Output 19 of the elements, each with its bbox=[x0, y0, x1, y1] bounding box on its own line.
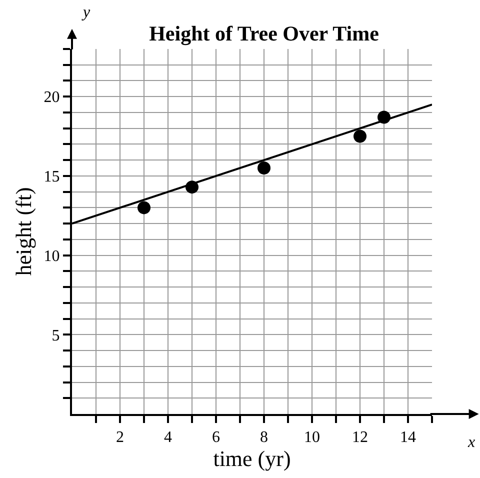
point bbox=[354, 130, 366, 143]
x-tick-label: 10 bbox=[304, 429, 320, 446]
point bbox=[258, 162, 270, 175]
y-tick-label: 15 bbox=[44, 168, 60, 186]
x-tick-label: 8 bbox=[260, 429, 268, 446]
text: y bbox=[81, 4, 91, 21]
x-tick-label: 12 bbox=[352, 429, 368, 446]
y-axis-title: height (ft) bbox=[11, 187, 36, 276]
x-tick-label: 2 bbox=[116, 429, 124, 446]
x-tick-label: 6 bbox=[212, 429, 220, 446]
y-tick-label: 20 bbox=[44, 89, 60, 106]
x-tick-label: 4 bbox=[164, 429, 172, 446]
x-axis-title: time (yr) bbox=[213, 446, 291, 472]
y-tick-label: 5 bbox=[52, 327, 60, 344]
x-tick-label: 14 bbox=[400, 429, 416, 446]
point bbox=[138, 201, 150, 214]
y-tick-label: 10 bbox=[44, 248, 60, 265]
chart-title: Height of Tree Over Time bbox=[149, 21, 379, 46]
text: x bbox=[467, 434, 476, 451]
